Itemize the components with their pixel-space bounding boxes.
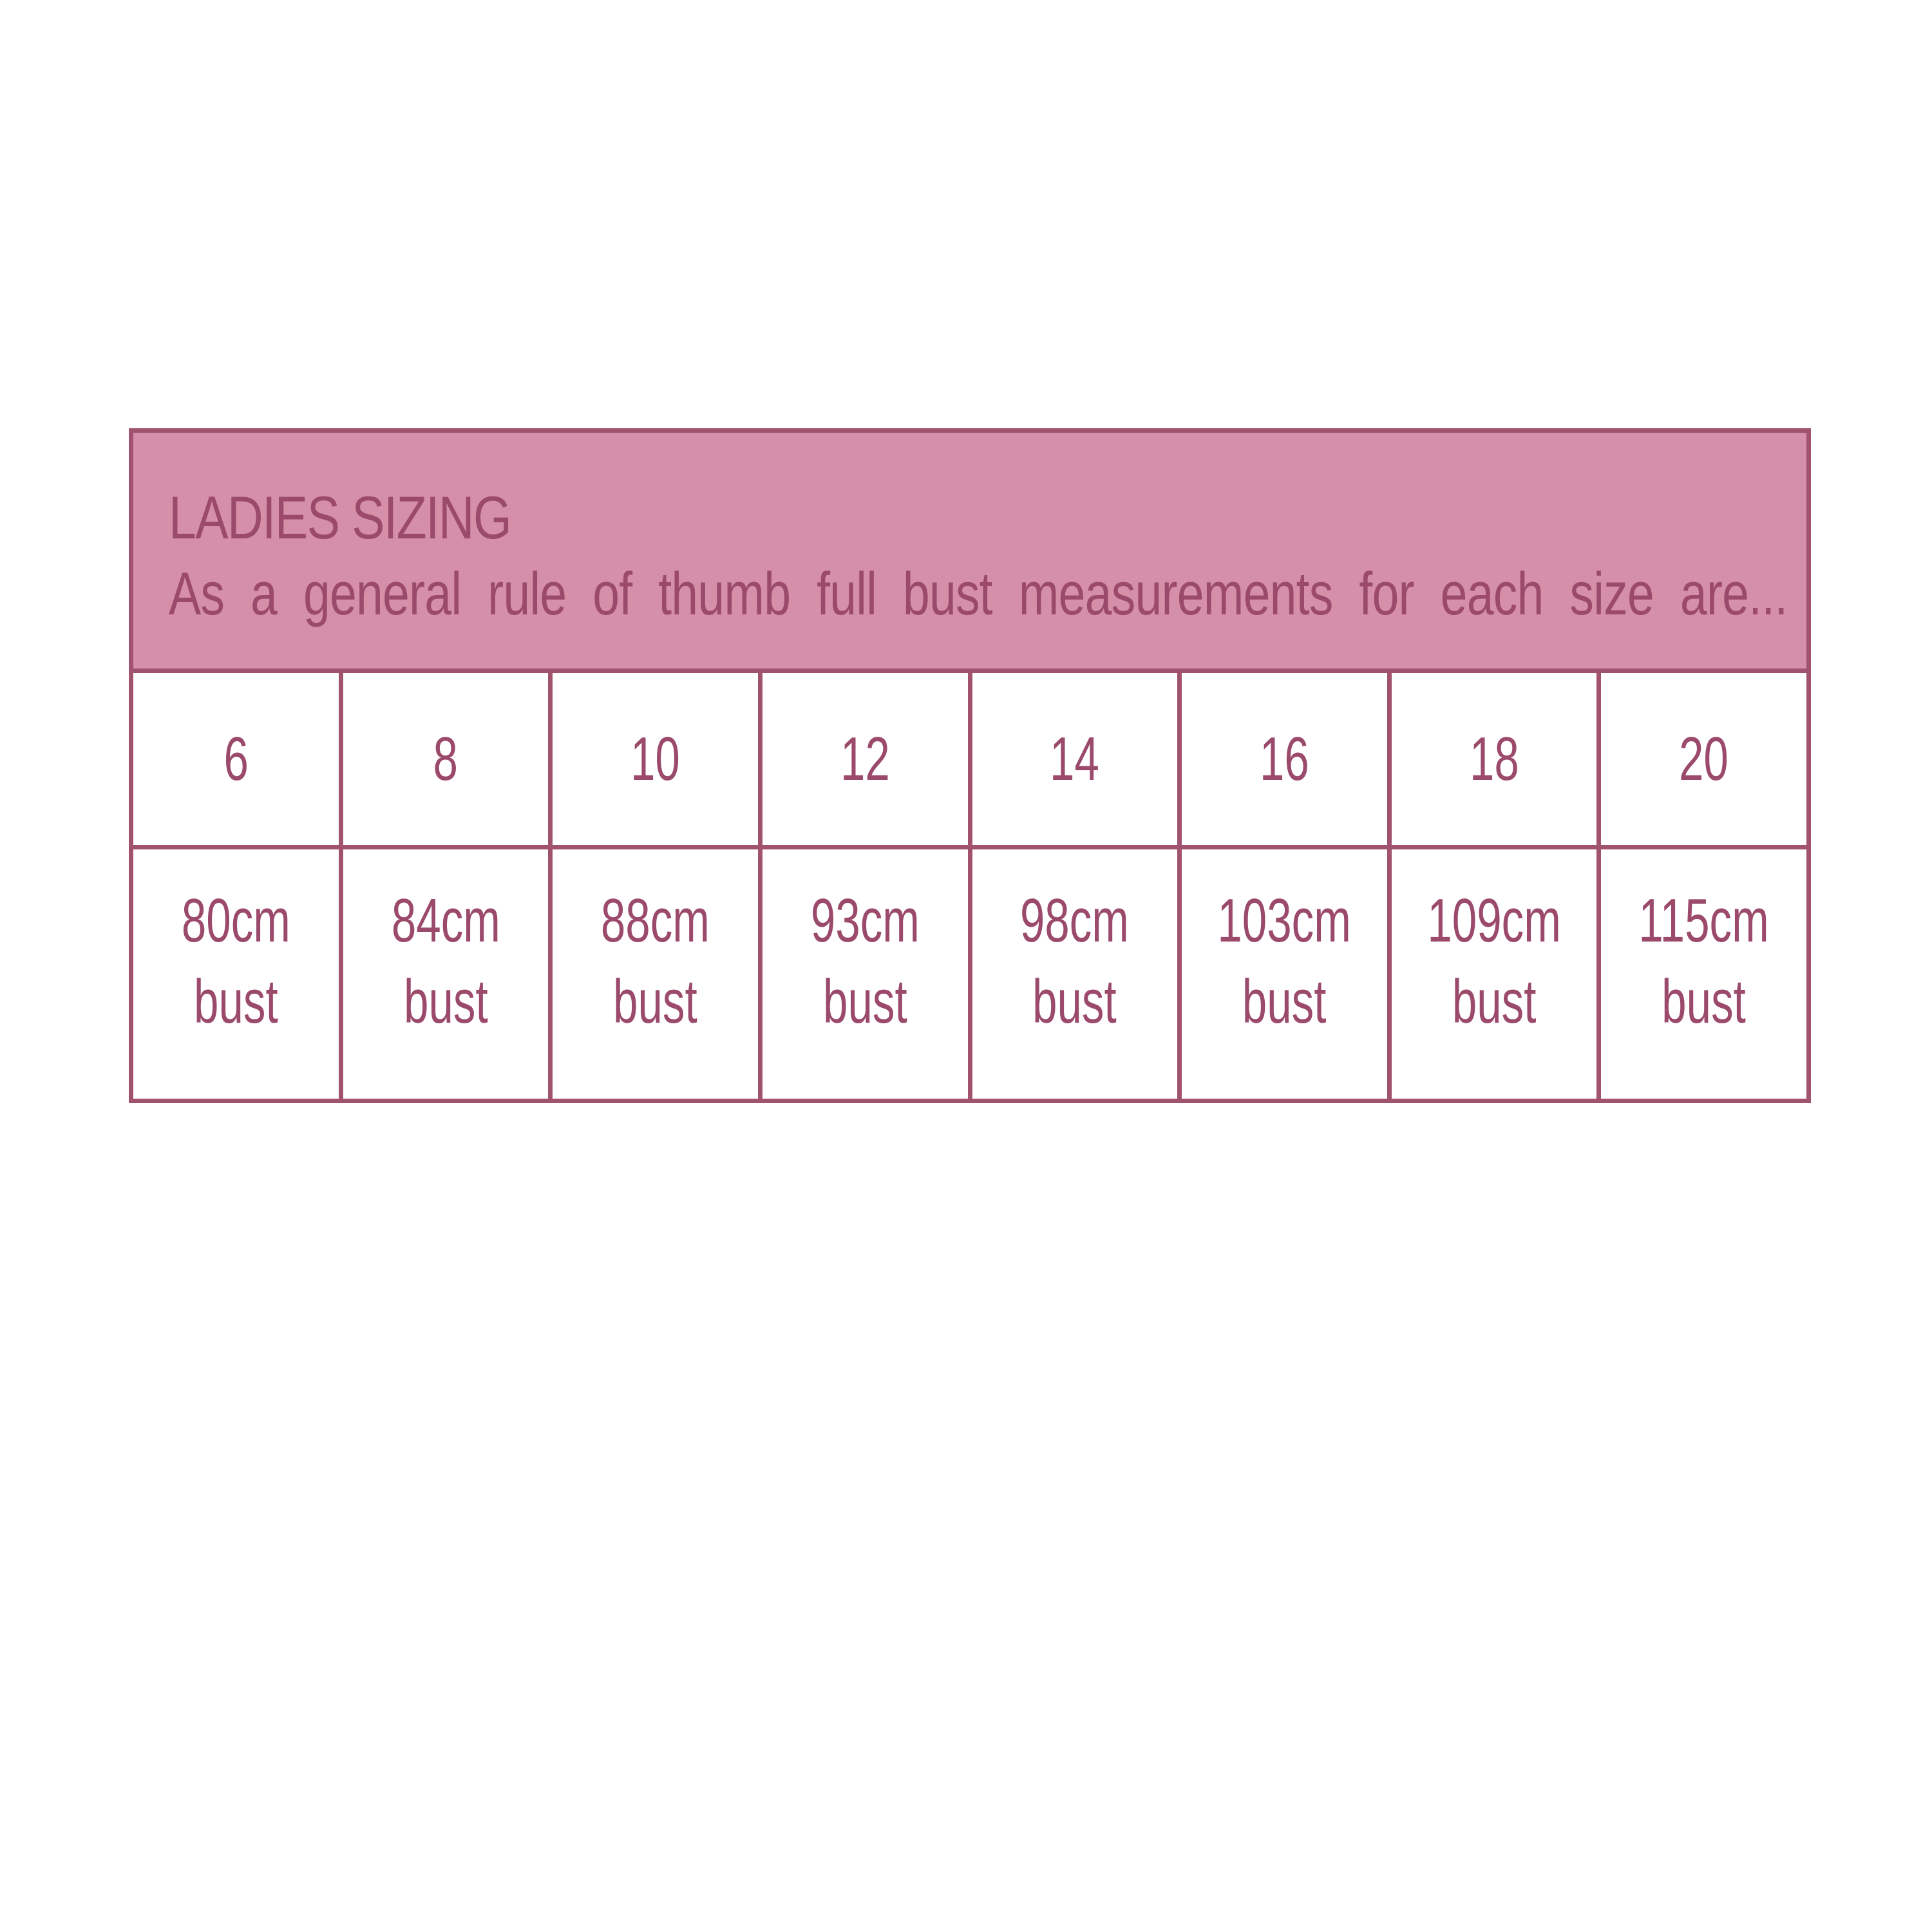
bust-label: bust — [1452, 967, 1537, 1036]
sizing-table: LADIES SIZING As a general rule of thumb… — [129, 428, 1811, 1103]
bust-cell: 93cm bust — [762, 849, 972, 1099]
bust-cell: 115cm bust — [1601, 849, 1806, 1099]
size-cell: 8 — [343, 673, 553, 845]
size-value: 10 — [630, 724, 681, 793]
bust-measurement: 88cm — [601, 886, 710, 955]
size-cell: 12 — [762, 673, 972, 845]
bust-label: bust — [613, 967, 697, 1036]
size-cell: 14 — [972, 673, 1182, 845]
bust-label: bust — [822, 967, 907, 1036]
size-cell: 10 — [553, 673, 762, 845]
bust-cell: 84cm bust — [343, 849, 553, 1099]
bust-measurement: 98cm — [1020, 886, 1130, 955]
busts-row: 80cm bust 84cm bust 88cm bust 93cm bust 98cm… — [133, 849, 1806, 1099]
size-cell: 18 — [1392, 673, 1602, 845]
size-value: 20 — [1679, 724, 1729, 793]
bust-cell: 88cm bust — [553, 849, 762, 1099]
size-cell: 16 — [1182, 673, 1392, 845]
table-subtitle: As a general rule of thumb full bust mea… — [169, 560, 1788, 627]
bust-cell: 109cm bust — [1392, 849, 1602, 1099]
bust-measurement: 103cm — [1217, 886, 1352, 955]
size-value: 8 — [433, 724, 459, 793]
table-header: LADIES SIZING As a general rule of thumb… — [133, 433, 1806, 673]
sizes-row: 6 8 10 12 14 16 18 20 — [133, 673, 1806, 849]
size-value: 18 — [1469, 724, 1519, 793]
bust-cell: 80cm bust — [133, 849, 343, 1099]
bust-label: bust — [403, 967, 488, 1036]
bust-measurement: 115cm — [1638, 886, 1769, 955]
bust-label: bust — [1242, 967, 1327, 1036]
bust-cell: 103cm bust — [1182, 849, 1392, 1099]
size-cell: 6 — [133, 673, 343, 845]
size-cell: 20 — [1601, 673, 1806, 845]
size-value: 14 — [1050, 724, 1100, 793]
size-value: 12 — [840, 724, 890, 793]
bust-label: bust — [1032, 967, 1117, 1036]
bust-measurement: 80cm — [181, 886, 290, 955]
bust-label: bust — [1662, 967, 1747, 1036]
table-title: LADIES SIZING — [169, 484, 512, 551]
bust-cell: 98cm bust — [972, 849, 1182, 1099]
bust-measurement: 84cm — [391, 886, 500, 955]
size-value: 16 — [1259, 724, 1309, 793]
bust-measurement: 109cm — [1427, 886, 1561, 955]
size-value: 6 — [223, 724, 249, 793]
bust-measurement: 93cm — [810, 886, 920, 955]
bust-label: bust — [193, 967, 278, 1036]
